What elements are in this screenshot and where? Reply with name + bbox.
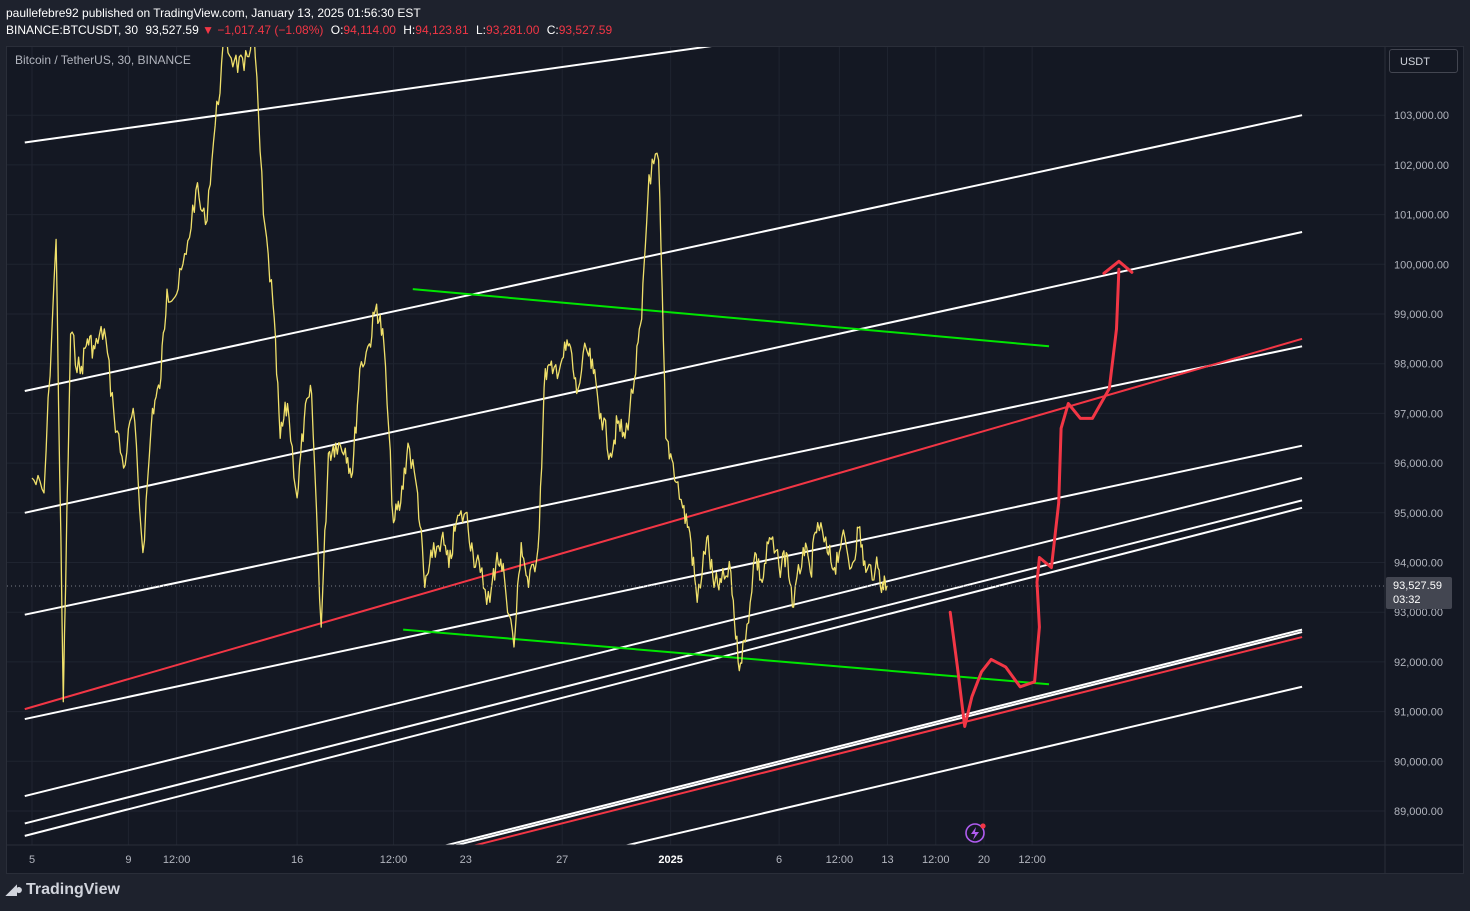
tradingview-logo-icon: ◢● [6,881,23,897]
triangle-line-green [403,628,1050,686]
symbol-label: BINANCE:BTCUSDT, 30 [6,23,139,37]
price-series-layer [7,47,1385,703]
price-tick-label: 92,000.00 [1394,657,1443,669]
time-tick-label: 13 [881,854,893,866]
chart-header: paullefebre92 published on TradingView.c… [6,5,612,39]
channel-line-white [24,444,1303,721]
high-label: H: [403,23,416,37]
tradingview-logo[interactable]: ◢● TradingView [6,881,120,899]
last-price-tag-value: 93,527.59 [1393,580,1442,592]
time-tick-label: 12:00 [163,854,191,866]
low-label: L: [476,23,487,37]
time-tick-label: 12:00 [1018,854,1046,866]
channel-line-white [624,685,1303,845]
price-tick-label: 89,000.00 [1394,806,1443,818]
price-change: ▼ −1,017.47 (−1.08%) [202,23,324,37]
price-tick-label: 100,000.00 [1394,259,1449,271]
drawings-layer [24,47,1303,845]
channel-line-white [453,631,1303,845]
channel-line-white [24,499,1303,825]
time-tick-label: 6 [776,854,782,866]
grid [7,47,1385,845]
channel-line-white [24,345,1303,616]
price-axis[interactable]: 89,000.00 90,000.00 91,000.00 92,000.00 93,0… [1384,47,1463,873]
triangle-line-green [412,288,1050,348]
lightning-icon[interactable] [965,823,986,843]
price-tick-label: 90,000.00 [1394,756,1443,768]
projection-path [948,267,1121,728]
open-label: O: [330,23,344,37]
tradingview-logo-text: TradingView [26,881,120,898]
time-tick-label: 23 [460,854,472,866]
symbol-title: Bitcoin / TetherUS, 30, BINANCE [15,53,191,67]
time-tick-label: 12:00 [826,854,854,866]
channel-line-white [24,231,1303,514]
time-axis[interactable]: 5 9 12:00 16 12:00 23 27 2025 6 12:00 13 12:00 20 12:… [7,844,1463,866]
projection-layer [948,259,1134,728]
time-tick-label: 12:00 [380,854,408,866]
projection-arrowhead [1102,259,1134,275]
price-tick-label: 101,000.00 [1394,210,1449,222]
high-value: 94,123.81 [415,23,469,37]
price-line [31,47,889,703]
price-tick-label: 99,000.00 [1394,309,1443,321]
time-tick-label: 9 [125,854,131,866]
price-tick-label: 91,000.00 [1394,707,1443,719]
ohlc-row: BINANCE:BTCUSDT, 30 93,527.59 ▼ −1,017.4… [6,22,612,39]
time-tick-label: 12:00 [922,854,950,866]
time-tick-label: 20 [978,854,990,866]
price-tick-label: 103,000.00 [1394,110,1449,122]
channel-line-red [24,337,1303,711]
channel-line-red [472,636,1303,845]
bar-countdown: 03:32 [1393,594,1421,606]
channel-line-white [24,477,1303,798]
time-tick-label: 27 [556,854,568,866]
time-tick-label: 2025 [658,854,682,866]
published-line: paullefebre92 published on TradingView.c… [6,6,421,20]
channel-line-white [24,114,1303,393]
price-tick-label: 93,000.00 [1394,607,1443,619]
close-value: 93,527.59 [558,23,613,37]
price-axis-background [1385,47,1463,873]
price-tick-label: 102,000.00 [1394,160,1449,172]
chart-pane[interactable] [6,46,1464,874]
channel-line-white [24,506,1303,837]
price-tick-label: 98,000.00 [1394,359,1443,371]
price-tick-label: 94,000.00 [1394,558,1443,570]
open-value: 94,114.00 [343,23,396,37]
price-tick-label: 96,000.00 [1394,458,1443,470]
last-price: 93,527.59 [145,23,199,37]
price-tick-label: 97,000.00 [1394,408,1443,420]
currency-button[interactable]: USDT [1389,49,1458,73]
time-tick-label: 16 [291,854,303,866]
time-tick-label: 5 [29,854,35,866]
close-label: C: [546,23,559,37]
last-price-tag: 93,527.59 03:32 [1386,577,1452,609]
price-tick-label: 95,000.00 [1394,508,1443,520]
channel-line-white [443,628,1303,845]
low-value: 93,281.00 [486,23,540,37]
channel-line-white [24,47,712,144]
